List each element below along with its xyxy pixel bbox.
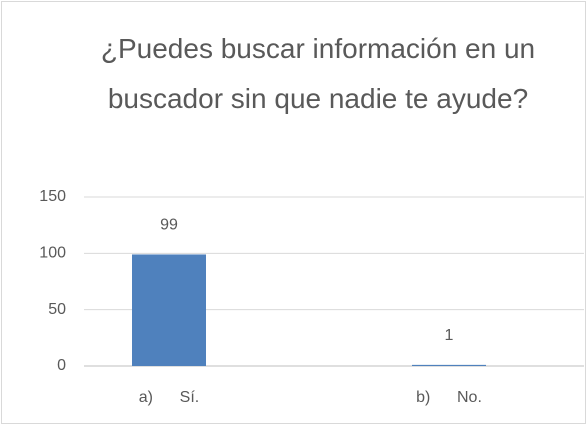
data-label: 1 <box>445 327 454 344</box>
y-tick-label: 0 <box>57 357 66 374</box>
data-label: 99 <box>160 217 178 234</box>
bar <box>412 364 486 366</box>
x-tick-label: b) No. <box>416 389 482 406</box>
x-tick-label: a) Sí. <box>139 389 199 406</box>
bar <box>132 254 206 366</box>
y-tick-label: 50 <box>48 301 66 318</box>
chart-title: ¿Puedes buscar información en un buscado… <box>100 33 536 114</box>
y-tick-label: 100 <box>39 245 66 262</box>
y-tick-label: 150 <box>39 188 66 205</box>
